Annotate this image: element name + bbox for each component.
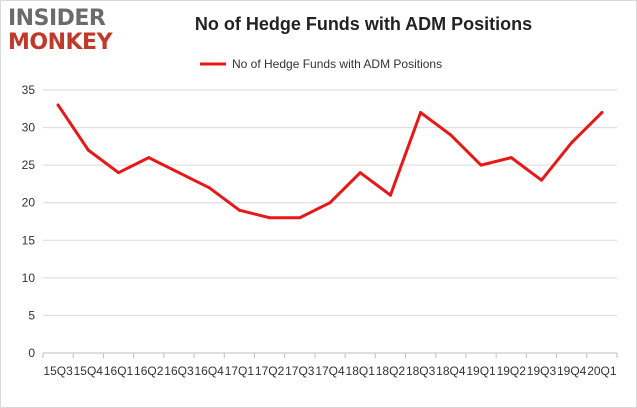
y-tick-label: 35 — [22, 83, 36, 97]
series-line — [56, 103, 604, 220]
y-tick-label: 10 — [22, 271, 36, 285]
data-point — [56, 103, 60, 107]
data-point — [479, 163, 483, 167]
logo-line-1: INSIDER — [8, 6, 106, 31]
x-tick-label: 17Q1 — [225, 364, 255, 378]
x-tick-label: 19Q1 — [466, 364, 496, 378]
x-tick-label: 19Q3 — [527, 364, 557, 378]
data-point — [449, 133, 453, 137]
y-tick-label: 25 — [22, 158, 36, 172]
data-point — [268, 216, 272, 220]
x-tick-label: 19Q4 — [557, 364, 587, 378]
y-tick-label: 5 — [28, 308, 35, 322]
x-tick-label: 17Q2 — [255, 364, 285, 378]
data-point — [539, 178, 543, 182]
data-point — [509, 156, 513, 160]
legend-label: No of Hedge Funds with ADM Positions — [232, 57, 442, 71]
data-point — [419, 111, 423, 115]
data-point — [388, 193, 392, 197]
x-tick-label: 19Q2 — [497, 364, 527, 378]
data-point — [570, 141, 574, 145]
data-point — [358, 171, 362, 175]
x-tick-label: 18Q1 — [346, 364, 376, 378]
x-tick-label: 16Q4 — [194, 364, 224, 378]
logo-line-2: MONKEY — [8, 30, 113, 55]
x-tick-label: 16Q2 — [134, 364, 164, 378]
data-point — [177, 171, 181, 175]
y-tick-label: 20 — [22, 196, 36, 210]
x-tick-label: 16Q1 — [104, 364, 134, 378]
data-point — [207, 186, 211, 190]
x-tick-label: 20Q1 — [587, 364, 617, 378]
data-point — [328, 201, 332, 205]
x-tick-label: 15Q4 — [74, 364, 104, 378]
x-tick-label: 18Q2 — [376, 364, 406, 378]
y-tick-label: 30 — [22, 121, 36, 135]
x-tick-label: 18Q3 — [406, 364, 436, 378]
x-tick-label: 17Q3 — [285, 364, 315, 378]
insider-monkey-logo: INSIDER MONKEY — [8, 6, 120, 56]
x-tick-label: 18Q4 — [436, 364, 466, 378]
data-point — [600, 111, 604, 115]
chart-title: No of Hedge Funds with ADM Positions — [194, 14, 533, 34]
x-tick-label: 17Q4 — [315, 364, 345, 378]
y-tick-label: 0 — [28, 346, 35, 360]
data-point — [298, 216, 302, 220]
x-tick-label: 15Q3 — [43, 364, 73, 378]
data-point — [117, 171, 121, 175]
x-tick-label: 16Q3 — [164, 364, 194, 378]
y-tick-label: 15 — [22, 233, 36, 247]
data-point — [86, 148, 90, 152]
data-point — [147, 156, 151, 160]
data-point — [237, 208, 241, 212]
